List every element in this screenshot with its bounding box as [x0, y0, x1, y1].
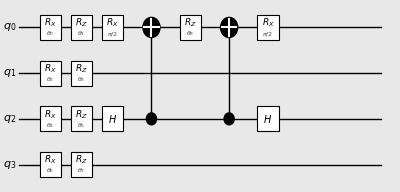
Text: $\theta _8$: $\theta _8$ — [186, 29, 194, 38]
Text: $H$: $H$ — [108, 113, 117, 125]
Text: $R_X$: $R_X$ — [44, 62, 57, 75]
FancyBboxPatch shape — [257, 15, 279, 40]
FancyBboxPatch shape — [180, 15, 201, 40]
Text: $R_X$: $R_X$ — [44, 108, 57, 121]
Text: $\theta _6$: $\theta _6$ — [46, 166, 55, 175]
Text: $\theta _0$: $\theta _0$ — [46, 29, 55, 38]
Text: $R_Z$: $R_Z$ — [75, 17, 88, 29]
Circle shape — [220, 17, 238, 37]
FancyBboxPatch shape — [71, 15, 92, 40]
FancyBboxPatch shape — [71, 106, 92, 132]
Text: $q_{0}$: $q_{0}$ — [3, 22, 16, 33]
Text: $q_{1}$: $q_{1}$ — [3, 67, 16, 79]
FancyBboxPatch shape — [40, 60, 61, 86]
Circle shape — [143, 17, 160, 37]
Text: $R_Z$: $R_Z$ — [75, 108, 88, 121]
Text: $R_X$: $R_X$ — [44, 17, 57, 29]
Text: $\theta _3$: $\theta _3$ — [78, 75, 86, 84]
Text: $R_X$: $R_X$ — [262, 17, 274, 29]
Text: $\theta _1$: $\theta _1$ — [78, 29, 86, 38]
FancyBboxPatch shape — [102, 15, 123, 40]
FancyBboxPatch shape — [257, 106, 279, 132]
Text: $q_{2}$: $q_{2}$ — [3, 113, 16, 125]
Text: $\theta _2$: $\theta _2$ — [46, 75, 54, 84]
Text: $H$: $H$ — [264, 113, 272, 125]
Text: $\theta _5$: $\theta _5$ — [78, 121, 86, 130]
Text: $q_{3}$: $q_{3}$ — [3, 159, 16, 170]
Text: $R_Z$: $R_Z$ — [75, 62, 88, 75]
Circle shape — [146, 113, 156, 125]
FancyBboxPatch shape — [40, 106, 61, 132]
Text: $\theta _4$: $\theta _4$ — [46, 121, 55, 130]
Text: $\theta _7$: $\theta _7$ — [78, 166, 86, 175]
Text: $R_Z$: $R_Z$ — [184, 17, 197, 29]
FancyBboxPatch shape — [40, 15, 61, 40]
FancyBboxPatch shape — [40, 152, 61, 177]
Text: $R_Z$: $R_Z$ — [75, 154, 88, 166]
FancyBboxPatch shape — [102, 106, 123, 132]
Text: $R_X$: $R_X$ — [44, 154, 57, 166]
FancyBboxPatch shape — [71, 60, 92, 86]
Text: $\pi/2$: $\pi/2$ — [262, 30, 274, 38]
Text: $R_X$: $R_X$ — [106, 17, 119, 29]
FancyBboxPatch shape — [71, 152, 92, 177]
Circle shape — [224, 113, 234, 125]
Text: $\pi/2$: $\pi/2$ — [107, 30, 118, 38]
